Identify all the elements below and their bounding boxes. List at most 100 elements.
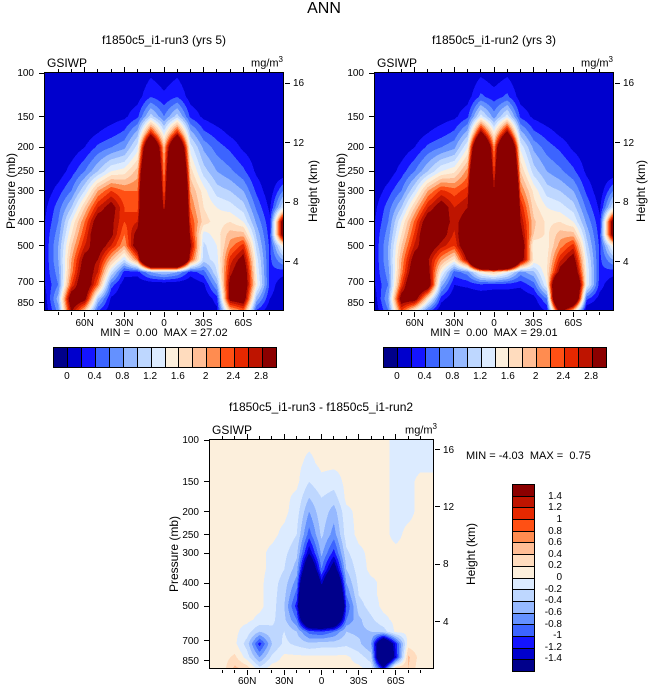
lat-tick xyxy=(420,435,422,439)
pressure-tick-label: 300 xyxy=(17,185,34,197)
colorbar-cell xyxy=(513,485,534,496)
colorbar-cell xyxy=(513,508,534,520)
lat-tick xyxy=(110,311,112,315)
lat-tick-label: 60N xyxy=(75,318,94,329)
lat-tick xyxy=(97,311,99,315)
minmax-diff: MIN = -4.03 MAX = 0.75 xyxy=(466,450,591,462)
lat-tick xyxy=(271,669,273,673)
pressure-tick-label: 100 xyxy=(182,435,199,446)
lat-tick xyxy=(296,435,298,439)
units-label-run3: mg/m3 xyxy=(251,55,283,70)
lat-tick xyxy=(57,68,59,72)
pressure-tick xyxy=(203,534,209,536)
lat-tick-label: 0 xyxy=(318,676,325,687)
pressure-tick-label: 400 xyxy=(347,216,364,228)
lat-tick xyxy=(493,66,495,72)
colorbar-cell xyxy=(513,520,534,531)
minmax-run2: MIN = 0.00 MAX = 29.01 xyxy=(430,327,558,339)
colorbar-cell xyxy=(165,348,179,367)
lat-tick xyxy=(84,66,86,72)
lat-tick-label: 0 xyxy=(491,318,497,329)
lat-tick xyxy=(110,68,112,72)
colorbar-cell xyxy=(513,496,534,508)
lat-tick-label: 30N xyxy=(445,318,464,329)
lat-tick xyxy=(559,68,561,72)
field-label-run3: GSIWP xyxy=(47,56,88,70)
lat-tick xyxy=(453,66,455,72)
pressure-tick xyxy=(38,221,44,223)
lat-tick xyxy=(321,433,322,439)
lat-tick-label: 30S xyxy=(524,318,543,329)
lat-tick xyxy=(427,68,429,72)
colorbar-cell xyxy=(513,660,534,671)
colorbar-cell xyxy=(481,348,495,367)
pressure-tick-label: 850 xyxy=(347,297,364,309)
lat-tick-label: 30N xyxy=(275,676,294,687)
lat-tick xyxy=(221,669,223,673)
pressure-tick-label: 150 xyxy=(182,476,199,488)
lat-tick-label: 60N xyxy=(237,676,257,687)
height-tick xyxy=(284,261,290,263)
height-tick xyxy=(614,142,620,144)
colorbar-cell xyxy=(513,648,534,660)
colorbar-cell xyxy=(495,348,509,367)
colorbar-label: 0 xyxy=(556,572,562,583)
pressure-tick-label: 200 xyxy=(182,506,199,518)
height-tick xyxy=(284,82,290,84)
colorbar-cell xyxy=(95,348,109,367)
lat-tick xyxy=(480,311,482,315)
lat-tick xyxy=(269,68,271,72)
lat-tick xyxy=(467,311,469,315)
colorbar-cell xyxy=(513,601,534,613)
lat-tick xyxy=(599,68,601,72)
colorbar xyxy=(53,347,277,368)
colorbar-label: -0.6 xyxy=(544,606,562,618)
height-tick-label: 16 xyxy=(443,444,455,456)
colorbar-label: 1.6 xyxy=(170,371,185,382)
lat-tick xyxy=(189,311,191,315)
lat-tick xyxy=(387,311,389,315)
plot-frame xyxy=(373,71,614,311)
colorbar-label: 0.2 xyxy=(548,560,562,572)
colorbar-cell xyxy=(221,348,235,367)
colorbar-label: -1 xyxy=(553,630,562,642)
lat-tick xyxy=(283,433,285,439)
colorbar-cell xyxy=(54,348,67,367)
pressure-tick-label: 700 xyxy=(182,635,199,647)
pressure-tick-label: 850 xyxy=(17,297,34,309)
lat-tick xyxy=(242,311,244,317)
lat-tick xyxy=(506,68,508,72)
colorbar-cell xyxy=(109,348,123,367)
pressure-tick-label: 500 xyxy=(182,601,199,613)
pressure-tick xyxy=(368,245,374,247)
lat-tick xyxy=(453,311,455,317)
colorbar-cell xyxy=(67,348,81,367)
lat-tick xyxy=(234,669,236,673)
height-tick-label: 12 xyxy=(293,137,305,149)
colorbar-label: 1.2 xyxy=(143,371,158,382)
lat-tick xyxy=(533,311,535,317)
units-label-run2: mg/m3 xyxy=(581,55,613,70)
colorbar xyxy=(512,484,535,672)
contour-canvas-f1850c5_i1-run2 xyxy=(375,73,613,310)
colorbar xyxy=(383,347,607,368)
lat-tick xyxy=(400,68,402,72)
height-axis-title-run3: Height (km) xyxy=(306,159,320,223)
lat-tick xyxy=(256,68,258,72)
lat-tick-label: 60S xyxy=(234,318,253,329)
field-label-diff: GSIWP xyxy=(212,423,253,437)
pressure-tick xyxy=(368,72,374,74)
colorbar-label: -1.2 xyxy=(544,641,562,653)
lat-tick xyxy=(246,433,248,439)
colorbar-cell xyxy=(467,348,481,367)
lat-tick-label: 0 xyxy=(161,318,167,329)
pressure-tick xyxy=(203,552,209,554)
height-tick-label: 12 xyxy=(623,137,635,149)
colorbar-label: 1.2 xyxy=(548,502,562,514)
lat-tick xyxy=(203,311,205,317)
colorbar-cell xyxy=(235,348,249,367)
height-tick-label: 8 xyxy=(293,197,299,209)
pressure-tick xyxy=(203,481,209,483)
colorbar-cell xyxy=(513,625,534,636)
lat-tick xyxy=(123,66,125,72)
